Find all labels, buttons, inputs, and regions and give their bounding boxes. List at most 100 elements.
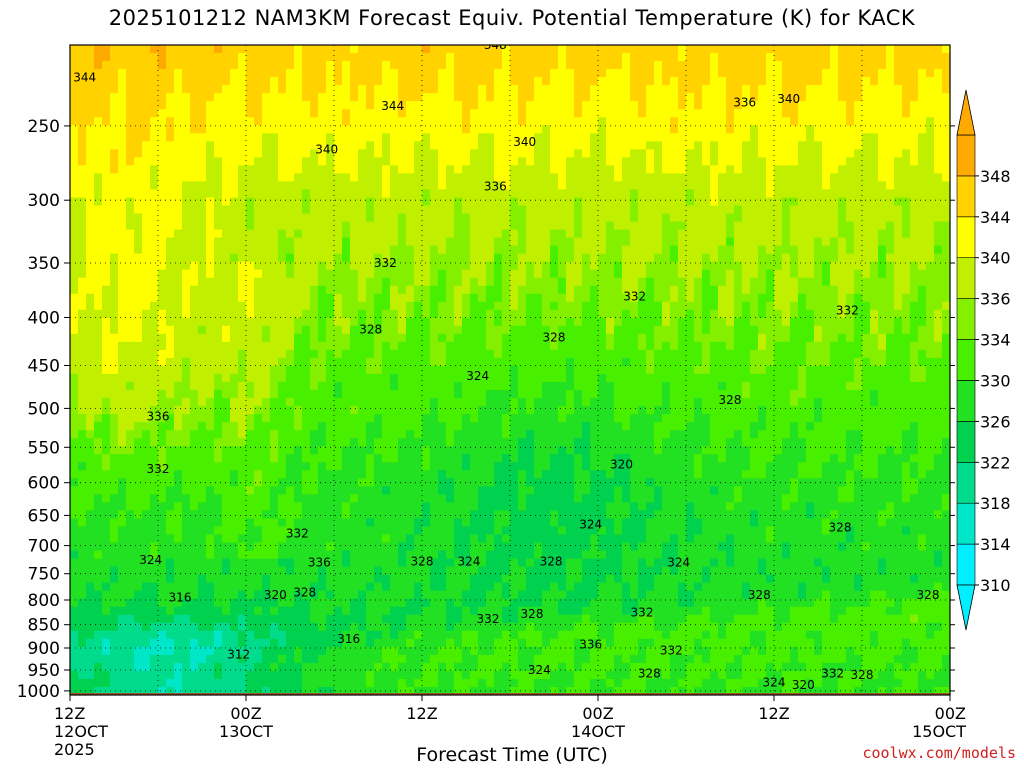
field-cell: [78, 269, 87, 279]
field-cell: [886, 101, 895, 110]
field-cell: [750, 85, 759, 94]
field-cell: [630, 85, 639, 94]
field-cell: [510, 277, 519, 287]
field-cell: [326, 77, 335, 86]
field-cell: [462, 53, 471, 62]
field-cell: [286, 301, 295, 311]
field-cell: [558, 301, 567, 311]
field-cell: [646, 277, 655, 287]
field-cell: [134, 261, 143, 271]
field-cell: [190, 221, 199, 231]
field-cell: [502, 277, 511, 287]
field-cell: [622, 333, 631, 343]
field-cell: [726, 85, 735, 94]
field-cell: [910, 325, 919, 335]
field-cell: [326, 101, 335, 110]
field-cell: [182, 221, 191, 231]
field-cell: [142, 349, 151, 359]
field-cell: [470, 245, 479, 255]
field-cell: [214, 157, 223, 166]
field-cell: [830, 101, 839, 110]
field-cell: [246, 285, 255, 295]
field-cell: [806, 173, 815, 183]
field-cell: [726, 213, 735, 223]
field-cell: [902, 197, 911, 207]
field-cell: [302, 197, 311, 207]
field-cell: [414, 181, 423, 191]
field-cell: [254, 205, 263, 215]
field-cell: [558, 309, 567, 319]
field-cell: [94, 197, 103, 207]
field-cell: [934, 301, 943, 311]
field-cell: [454, 213, 463, 223]
field-cell: [222, 357, 231, 367]
field-cell: [142, 406, 151, 415]
field-cell: [758, 261, 767, 271]
field-cell: [302, 382, 311, 391]
field-cell: [398, 374, 407, 383]
field-cell: [70, 349, 79, 359]
field-cell: [166, 229, 175, 239]
field-cell: [782, 261, 791, 271]
field-cell: [502, 133, 511, 142]
field-cell: [598, 309, 607, 319]
field-cell: [902, 141, 911, 150]
field-cell: [406, 125, 415, 134]
field-cell: [766, 173, 775, 183]
field-cell: [534, 374, 543, 383]
field-cell: [526, 53, 535, 62]
field-cell: [774, 277, 783, 287]
field-cell: [862, 173, 871, 183]
field-cell: [566, 237, 575, 247]
field-cell: [862, 237, 871, 247]
field-cell: [438, 406, 447, 415]
field-cell: [270, 317, 279, 327]
field-cell: [926, 93, 935, 102]
field-cell: [910, 341, 919, 351]
field-cell: [198, 285, 207, 295]
field-cell: [526, 293, 535, 303]
field-cell: [718, 213, 727, 223]
field-cell: [486, 141, 495, 150]
field-cell: [526, 165, 535, 174]
field-cell: [846, 85, 855, 94]
field-cell: [910, 125, 919, 134]
field-cell: [302, 365, 311, 375]
field-cell: [862, 390, 871, 399]
field-cell: [894, 221, 903, 231]
field-cell: [526, 69, 535, 78]
field-cell: [550, 205, 559, 215]
field-cell: [182, 101, 191, 110]
field-cell: [446, 277, 455, 287]
field-cell: [526, 109, 535, 118]
field-cell: [110, 157, 119, 166]
field-cell: [374, 173, 383, 183]
field-cell: [630, 245, 639, 255]
field-cell: [862, 333, 871, 343]
field-cell: [430, 93, 439, 102]
field-cell: [150, 317, 159, 327]
field-cell: [502, 365, 511, 375]
field-cell: [478, 173, 487, 183]
field-cell: [246, 269, 255, 279]
field-cell: [334, 390, 343, 399]
field-cell: [686, 253, 695, 263]
field-cell: [798, 157, 807, 166]
field-cell: [558, 317, 567, 327]
field-cell: [262, 109, 271, 118]
field-cell: [646, 237, 655, 247]
field-cell: [174, 133, 183, 142]
field-cell: [614, 189, 623, 199]
field-cell: [446, 109, 455, 118]
field-cell: [886, 293, 895, 303]
field-cell: [86, 149, 95, 158]
field-cell: [262, 245, 271, 255]
field-cell: [70, 253, 79, 263]
field-cell: [102, 53, 111, 62]
field-cell: [342, 309, 351, 319]
field-cell: [350, 125, 359, 134]
field-cell: [270, 141, 279, 150]
field-cell: [366, 189, 375, 199]
field-cell: [222, 149, 231, 158]
field-cell: [302, 317, 311, 327]
